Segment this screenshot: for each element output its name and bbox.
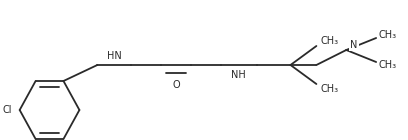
- Text: CH₃: CH₃: [378, 30, 396, 40]
- Text: N: N: [350, 40, 358, 50]
- Text: CH₃: CH₃: [320, 84, 339, 94]
- Text: NH: NH: [231, 70, 246, 80]
- Text: O: O: [172, 80, 180, 90]
- Text: Cl: Cl: [2, 105, 12, 115]
- Text: CH₃: CH₃: [378, 60, 396, 70]
- Text: HN: HN: [107, 51, 122, 61]
- Text: CH₃: CH₃: [320, 36, 339, 46]
